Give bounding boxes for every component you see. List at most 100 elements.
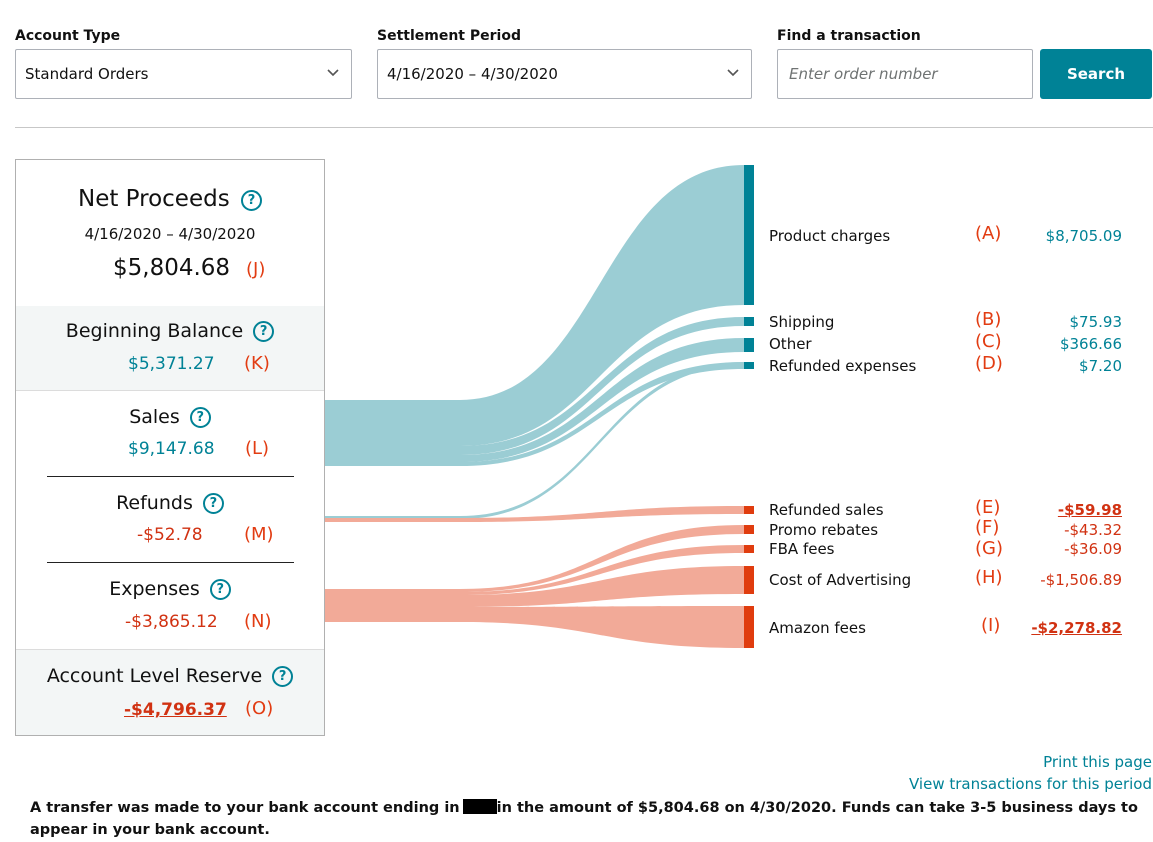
help-icon[interactable]: ? xyxy=(272,666,294,687)
account-type-value: Standard Orders xyxy=(25,65,149,83)
reserve-label: Account Level Reserve xyxy=(46,665,263,687)
account-type-select[interactable]: Standard Orders xyxy=(15,49,352,99)
sales-amount: $9,147.68 xyxy=(128,439,215,459)
net-proceeds-period: 4/16/2020 – 4/30/2020 xyxy=(84,225,256,243)
tag-k: (K) xyxy=(244,353,270,374)
breakdown-tag: (G) xyxy=(975,538,1003,559)
breakdown-label: Refunded sales xyxy=(769,501,884,519)
help-icon[interactable]: ? xyxy=(202,493,224,514)
breakdown-label: FBA fees xyxy=(769,540,835,558)
bar-cost-of-advertising xyxy=(744,566,754,594)
sales-flows xyxy=(325,165,744,519)
flow-refunded-expenses xyxy=(325,362,744,466)
settlement-period-select[interactable]: 4/16/2020 – 4/30/2020 xyxy=(377,49,752,99)
bar-shipping xyxy=(744,317,754,326)
net-proceeds-label: Net Proceeds xyxy=(77,186,230,212)
order-number-input[interactable]: Enter order number xyxy=(777,49,1033,99)
breakdown-tag: (D) xyxy=(975,353,1003,374)
net-proceeds-section: Net Proceeds ? 4/16/2020 – 4/30/2020 $5,… xyxy=(16,160,324,306)
flow-shipping xyxy=(325,317,744,455)
bar-other xyxy=(744,338,754,352)
flow-refunded-sales xyxy=(325,506,744,522)
order-number-placeholder: Enter order number xyxy=(789,65,938,83)
notice-text-end: in the amount of $5,804.68 on 4/30/2020.… xyxy=(30,800,1138,838)
flow-promo-rebates xyxy=(325,525,744,592)
breakdown-label: Shipping xyxy=(769,313,835,331)
expense-flows xyxy=(325,506,744,648)
reserve-section: Account Level Reserve ? -$4,796.37 (O) xyxy=(16,649,324,735)
breakdown-amount: $75.93 xyxy=(1069,313,1123,331)
view-transactions-link[interactable]: View transactions for this period xyxy=(909,775,1152,793)
help-icon[interactable]: ? xyxy=(209,579,231,600)
flow-amazon-fees xyxy=(325,606,744,648)
breakdown-tag: (I) xyxy=(981,615,1001,636)
beginning-balance-title: Beginning Balance ? xyxy=(16,320,324,342)
refunds-title: Refunds ? xyxy=(16,492,324,514)
bar-refunded-sales xyxy=(744,506,754,514)
reserve-title: Account Level Reserve ? xyxy=(16,665,324,687)
breakdown-label: Cost of Advertising xyxy=(769,571,912,589)
sales-divider xyxy=(47,476,294,477)
refunds-amount: -$52.78 xyxy=(137,525,203,545)
breakdown-amount-link[interactable]: -$59.98 xyxy=(1057,501,1122,519)
bar-refunded-expenses xyxy=(744,362,754,369)
breakdown-amount: $8,705.09 xyxy=(1045,227,1122,245)
tag-m: (M) xyxy=(244,524,274,545)
breakdown-tag: (A) xyxy=(975,223,1002,244)
breakdown-label: Product charges xyxy=(769,227,891,245)
tag-l: (L) xyxy=(245,438,270,459)
breakdown-tag: (F) xyxy=(975,517,1000,538)
sales-section: Sales ? $9,147.68 (L) xyxy=(16,392,324,478)
breakdown-label: Other xyxy=(769,335,812,353)
breakdown-tag: (H) xyxy=(975,567,1003,588)
redacted-account-number xyxy=(462,799,497,814)
bar-promo-rebates xyxy=(744,525,754,534)
expenses-label: Expenses xyxy=(109,578,200,600)
net-proceeds-amount: $5,804.68 xyxy=(113,255,231,281)
reserve-amount[interactable]: -$4,796.37 xyxy=(124,700,227,720)
flow-other xyxy=(325,338,744,462)
help-icon[interactable]: ? xyxy=(241,190,262,211)
breakdown-label: Promo rebates xyxy=(769,521,879,539)
summary-panel: Net Proceeds ? 4/16/2020 – 4/30/2020 $5,… xyxy=(15,159,325,736)
flow-product-charges xyxy=(325,165,744,446)
breakdown-amount: -$43.32 xyxy=(1064,521,1122,539)
bar-amazon-fees xyxy=(744,606,754,648)
search-button[interactable]: Search xyxy=(1040,49,1152,99)
flow-cost-of-advertising xyxy=(325,566,744,607)
expenses-amount: -$3,865.12 xyxy=(125,612,218,632)
transfer-notice: A transfer was made to your bank account… xyxy=(30,797,1148,841)
refunds-divider xyxy=(47,562,294,563)
tag-n: (N) xyxy=(244,611,272,632)
net-proceeds-title: Net Proceeds ? xyxy=(16,186,324,212)
breakdown-amount: -$1,506.89 xyxy=(1040,571,1122,589)
account-type-label: Account Type xyxy=(15,28,121,44)
bar-product-charges xyxy=(744,165,754,305)
notice-text-start: A transfer was made to your bank account… xyxy=(30,800,460,816)
breakdown-amount: -$36.09 xyxy=(1064,540,1122,558)
help-icon[interactable]: ? xyxy=(189,407,211,428)
sales-title: Sales ? xyxy=(16,406,324,428)
beginning-balance-amount: $5,371.27 xyxy=(128,354,215,374)
expenses-title: Expenses ? xyxy=(16,578,324,600)
bar-fba-fees xyxy=(744,545,754,553)
print-page-link[interactable]: Print this page xyxy=(1043,753,1152,771)
breakdown-tag: (B) xyxy=(975,309,1002,330)
help-icon[interactable]: ? xyxy=(253,321,275,342)
breakdown-amount: $366.66 xyxy=(1059,335,1122,353)
settlement-period-label: Settlement Period xyxy=(377,28,521,44)
chevron-down-icon xyxy=(327,69,339,77)
tag-j: (J) xyxy=(246,259,266,280)
flow-fba-fees xyxy=(325,545,744,595)
beginning-balance-label: Beginning Balance xyxy=(65,320,244,342)
breakdown-label: Amazon fees xyxy=(769,619,866,637)
breakdown-tag: (E) xyxy=(975,497,1001,518)
find-transaction-label: Find a transaction xyxy=(777,28,921,44)
refunds-section: Refunds ? -$52.78 (M) xyxy=(16,478,324,562)
settlement-period-value: 4/16/2020 – 4/30/2020 xyxy=(387,65,558,83)
flow-refunds-in xyxy=(325,362,744,519)
header-divider xyxy=(15,127,1153,128)
breakdown-amount-link[interactable]: -$2,278.82 xyxy=(1031,619,1122,637)
sales-label: Sales xyxy=(129,406,180,428)
